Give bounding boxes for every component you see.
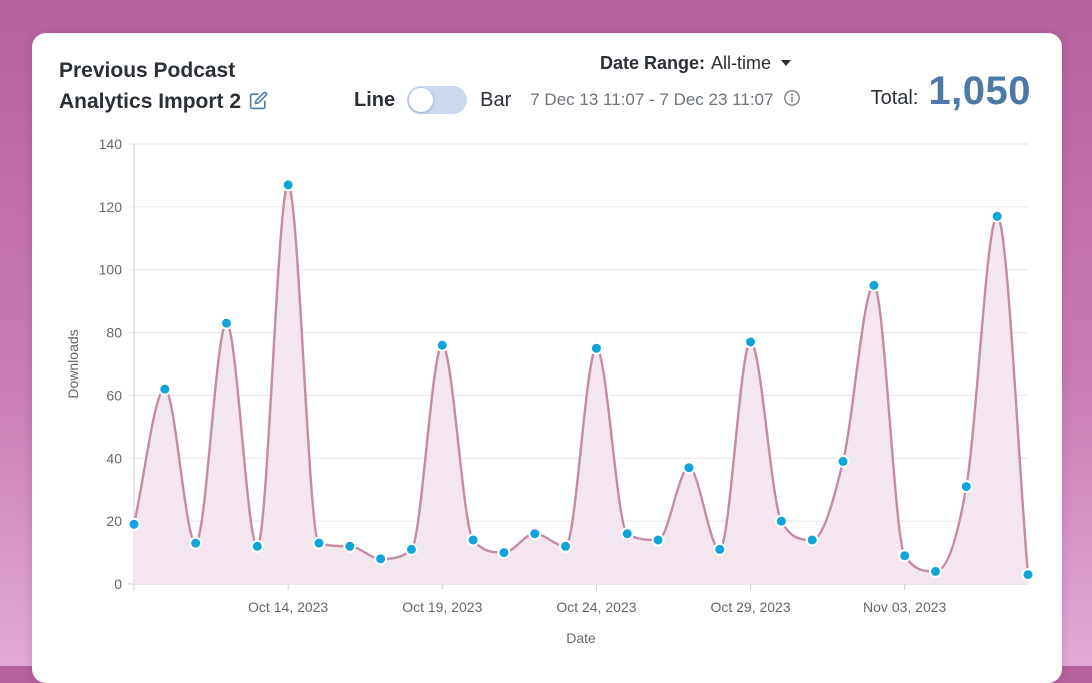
x-tick-label: Oct 14, 2023: [248, 599, 328, 615]
chart-type-toggle: Line Bar 7 Dec 13 11:07 - 7 Dec 23 11:07: [354, 85, 801, 115]
data-point: [867, 278, 881, 292]
data-point: [713, 542, 727, 556]
data-point: [435, 338, 449, 352]
data-point: [990, 209, 1004, 223]
data-point: [281, 178, 295, 192]
title-line-1: Previous Podcast: [59, 59, 236, 82]
edit-icon[interactable]: [249, 88, 268, 119]
data-point: [836, 454, 850, 468]
area-fill: [134, 184, 1028, 584]
data-point: [589, 341, 603, 355]
x-tick-label: Oct 19, 2023: [402, 599, 482, 615]
data-point: [1021, 568, 1035, 582]
data-point: [312, 536, 326, 550]
data-point: [219, 316, 233, 330]
toggle-bar-label[interactable]: Bar: [480, 88, 512, 111]
y-tick-label: 100: [99, 262, 123, 278]
data-point: [374, 552, 388, 566]
y-tick-label: 40: [106, 450, 122, 466]
x-tick-label: Oct 24, 2023: [556, 599, 636, 615]
total-value: 1,050: [928, 69, 1031, 113]
data-point: [651, 533, 665, 547]
data-point: [805, 533, 819, 547]
y-tick-label: 60: [106, 387, 122, 403]
data-point: [528, 527, 542, 541]
period-text: 7 Dec 13 11:07 - 7 Dec 23 11:07: [530, 90, 774, 109]
y-tick-label: 120: [99, 199, 123, 215]
data-point: [682, 461, 696, 475]
data-point: [559, 539, 573, 553]
podcast-title: Previous Podcast Analytics Import 2: [59, 55, 319, 119]
data-point: [343, 539, 357, 553]
title-line-2: Analytics Import 2: [59, 90, 242, 113]
info-icon[interactable]: [783, 89, 801, 112]
y-tick-label: 20: [106, 513, 122, 529]
chart-card: Previous Podcast Analytics Import 2 Date…: [32, 33, 1062, 683]
data-point: [898, 549, 912, 563]
y-tick-label: 80: [106, 325, 122, 341]
data-point: [466, 533, 480, 547]
line-bar-switch[interactable]: [407, 86, 468, 114]
y-axis-label: Downloads: [65, 329, 81, 398]
data-point: [127, 517, 141, 531]
x-axis-label: Date: [566, 630, 596, 646]
data-point: [404, 542, 418, 556]
switch-knob[interactable]: [409, 88, 434, 112]
data-point: [744, 335, 758, 349]
data-point: [620, 527, 634, 541]
downloads-chart: 0 20 40 60 80 100 120 140 Oct 14, 2023 Oct 19, 20…: [65, 136, 1035, 646]
date-range-label: Date Range:: [600, 53, 706, 73]
data-point: [774, 514, 788, 528]
toggle-line-label[interactable]: Line: [354, 88, 396, 111]
x-tick-label: Nov 03, 2023: [863, 599, 946, 615]
data-point: [250, 539, 264, 553]
y-tick-label: 0: [114, 576, 122, 592]
data-point: [497, 546, 511, 560]
total: Total: 1,050: [871, 69, 1031, 114]
data-point: [959, 480, 973, 494]
date-range: Date Range: All-time: [600, 53, 792, 74]
series-line: [132, 183, 1030, 575]
y-tick-label: 140: [99, 136, 123, 152]
caret-down-icon[interactable]: [781, 60, 792, 66]
date-range-select[interactable]: All-time: [711, 53, 772, 73]
data-point: [189, 536, 203, 550]
total-label: Total:: [870, 87, 919, 109]
data-point: [929, 564, 943, 578]
data-point: [158, 382, 172, 396]
x-tick-label: Oct 29, 2023: [710, 599, 790, 615]
